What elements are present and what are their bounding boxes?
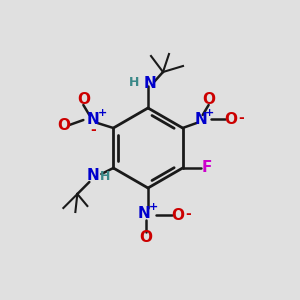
Text: -: - [238,111,244,125]
Text: H: H [129,76,139,89]
Text: O: O [57,118,70,134]
Text: N: N [144,76,156,91]
Text: O: O [224,112,237,127]
Text: O: O [172,208,184,223]
Text: N: N [87,112,100,127]
Text: +: + [98,108,107,118]
Text: -: - [185,207,191,221]
Text: O: O [140,230,152,245]
Text: -: - [91,123,96,137]
Text: F: F [202,160,212,175]
Text: N: N [138,206,150,220]
Text: +: + [148,202,158,212]
Text: H: H [100,169,110,182]
Text: O: O [77,92,90,107]
Text: N: N [194,112,207,127]
Text: +: + [205,108,214,118]
Text: O: O [202,92,215,107]
Text: N: N [87,169,100,184]
